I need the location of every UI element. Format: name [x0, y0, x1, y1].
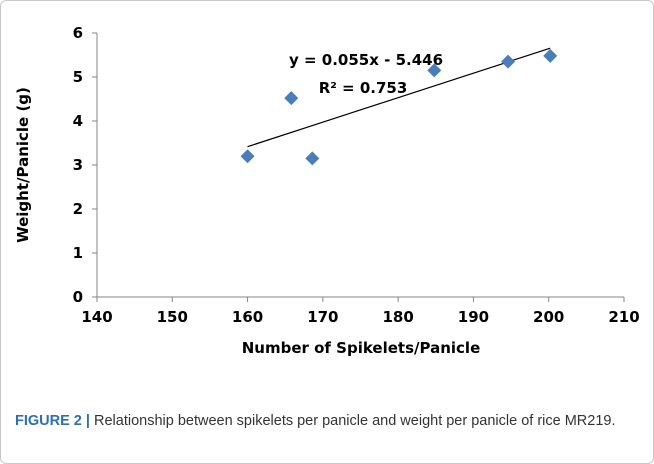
- caption: FIGURE 2 | Relationship between spikelet…: [15, 411, 640, 432]
- x-tick-label: 180: [382, 308, 413, 326]
- y-tick-label: 1: [73, 244, 83, 262]
- caption-label: FIGURE 2 |: [15, 413, 90, 429]
- y-tick-label: 4: [73, 112, 83, 130]
- y-tick-label: 5: [73, 68, 83, 86]
- x-tick-label: 150: [157, 308, 188, 326]
- caption-text: Relationship between spikelets per panic…: [94, 413, 616, 429]
- x-tick-label: 190: [458, 308, 489, 326]
- y-tick-label: 2: [73, 200, 83, 218]
- trend-equation: y = 0.055x - 5.446: [289, 51, 443, 69]
- y-tick-label: 0: [73, 288, 83, 306]
- x-tick-label: 160: [232, 308, 263, 326]
- point: [284, 91, 299, 106]
- x-tick-label: 140: [81, 308, 112, 326]
- r-squared: R² = 0.753: [319, 79, 408, 97]
- chart: Number of Spikelets/Panicle Weight/Panic…: [14, 24, 640, 357]
- point: [543, 48, 558, 63]
- x-tick-label: 170: [307, 308, 338, 326]
- y-tick-label: 3: [73, 156, 83, 174]
- y-tick-label: 6: [73, 24, 83, 42]
- y-axis-title: Weight/Panicle (g): [14, 87, 32, 243]
- point: [240, 149, 255, 164]
- x-tick-label: 210: [608, 308, 639, 326]
- x-tick-label: 200: [533, 308, 564, 326]
- trendline: [247, 47, 551, 148]
- x-axis-title: Number of Spikelets/Panicle: [242, 339, 481, 357]
- point: [427, 63, 442, 78]
- point: [305, 151, 320, 166]
- point: [501, 54, 516, 69]
